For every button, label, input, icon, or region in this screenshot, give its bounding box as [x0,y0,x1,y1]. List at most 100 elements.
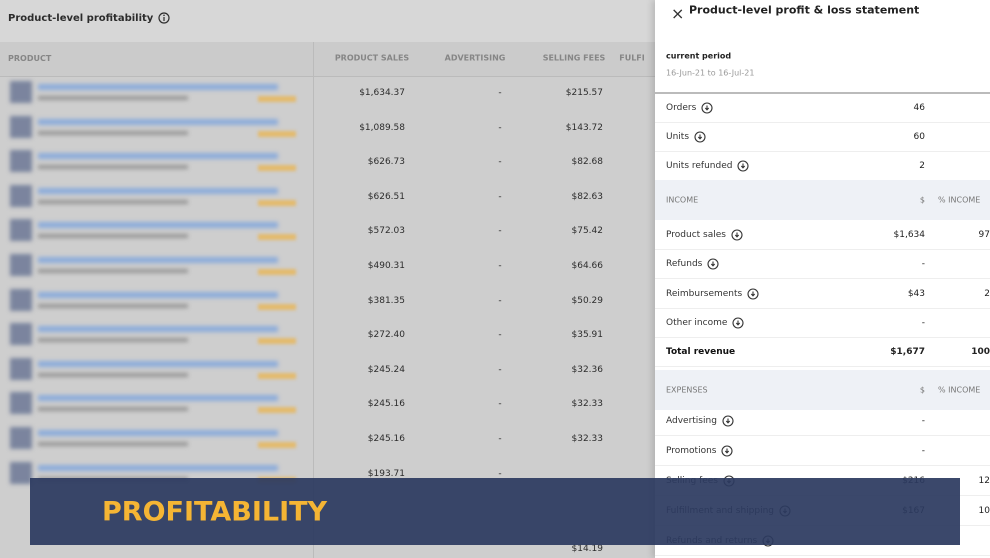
divider [655,92,990,94]
row-value: - [921,317,925,328]
period-label: current period [666,51,732,61]
panel-title: Product-level profit & loss statement [689,3,920,17]
info-icon[interactable] [701,102,713,114]
product-thumb [10,184,32,207]
row-value: $1,677 [890,347,925,358]
section-band [655,370,990,410]
section-header: EXPENSES [666,385,708,395]
product-tag-blur [258,269,296,275]
table-header [0,42,655,77]
row-value: $43 [907,288,925,299]
selling-fees: $50.29 [571,295,604,306]
product-tag-blur [258,96,296,102]
info-icon[interactable] [721,445,734,457]
row-label-text: Units [666,132,690,142]
column-header: SELLING FEES [542,53,606,63]
advertising: - [498,295,502,306]
advertising: - [498,191,502,202]
selling-fees: $32.33 [571,434,604,444]
row-percent: 97 [978,230,990,240]
selling-fees: $35.91 [571,330,604,341]
product-sales: $193.71 [367,468,405,479]
product-thumb [10,288,32,311]
info-icon[interactable] [732,317,744,329]
row-label: Product sales [666,229,743,241]
row-line [655,278,990,280]
row-label: Other income [666,317,744,329]
product-sku-blur [38,96,188,100]
column-header: PRODUCT SALES [334,53,410,63]
product-name-blur [38,84,278,90]
section-col: % INCOME [938,195,981,205]
section-col: % INCOME [938,385,981,395]
row-label: Units refunded [666,160,750,172]
row-line [655,249,990,250]
selling-fees: $215.57 [565,88,603,98]
product-thumb [10,427,32,449]
close-icon[interactable]: × [671,4,685,23]
product-sales: $1,089.58 [359,122,405,133]
product-thumb [10,81,32,103]
product-sku-blur [38,303,188,308]
product-sales: $381.35 [367,295,405,306]
row-line [655,465,990,466]
product-thumb [10,461,32,484]
row-value: 2 [919,161,925,171]
selling-fees: $82.63 [571,191,604,202]
product-tag-blur [258,338,296,345]
info-icon[interactable] [158,12,170,24]
column-header: PRODUCT [8,54,52,63]
product-thumb [10,323,32,346]
row-label-text: Units refunded [666,161,733,171]
info-icon[interactable] [737,160,750,172]
product-name-blur [38,326,278,333]
selling-fees: $32.36 [571,364,604,375]
product-thumb [10,392,32,415]
product-thumb [10,254,32,276]
dim-overlay [0,0,655,558]
product-sales: $245.16 [367,434,405,444]
selling-fees: $14.19 [571,544,604,554]
product-sales: $626.73 [367,157,405,168]
selling-fees: $32.33 [571,399,604,410]
row-label: Reimbursements [666,288,759,300]
row-label: Total revenue [666,347,735,357]
info-icon[interactable] [707,258,719,270]
product-sku-blur [38,130,188,135]
selling-fees: $64.66 [571,261,604,271]
row-label: Units [666,131,706,143]
info-icon[interactable] [694,131,706,143]
advertising: - [498,434,502,444]
product-name-blur [38,291,278,298]
product-name-blur [38,430,278,436]
product-tag-blur [258,199,296,206]
product-tag-blur [258,165,296,172]
row-percent: 100 [971,347,990,358]
row-label-text: Promotions [666,446,717,456]
product-tag-blur [258,372,296,379]
product-name-blur [38,360,278,367]
banner-text: PROFITABILITY [102,496,328,528]
advertising: - [498,330,502,341]
row-line [655,307,990,309]
product-sales: $490.31 [367,261,405,271]
row-label-text: Refunds [666,259,703,270]
info-icon[interactable] [747,288,759,300]
advertising: - [498,364,502,375]
info-icon[interactable] [722,415,734,427]
advertising: - [498,468,502,479]
section-col: $ [919,385,925,395]
product-sales: $245.16 [367,399,405,410]
advertising: - [498,157,502,168]
info-icon[interactable] [731,229,743,241]
row-value: - [921,416,925,426]
product-name-blur [38,395,278,402]
product-sku-blur [38,199,188,204]
selling-fees: $75.42 [571,226,604,237]
row-line [655,555,990,556]
product-name-blur [38,187,278,194]
row-line [655,122,990,123]
row-line [655,336,990,338]
row-value: $1,634 [893,230,926,240]
